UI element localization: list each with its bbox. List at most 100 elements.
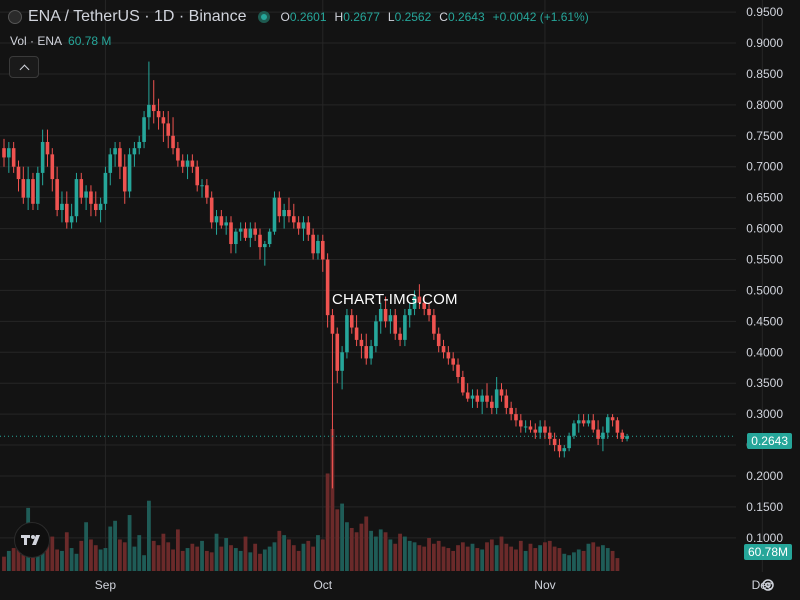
volume-bar — [21, 553, 26, 571]
volume-bar — [567, 555, 572, 571]
volume-bar — [301, 543, 306, 571]
candle — [118, 141, 122, 180]
candle — [446, 346, 451, 365]
candle — [296, 216, 301, 235]
volume-bar — [69, 548, 74, 571]
volume-bar — [175, 529, 180, 571]
volume-bar — [2, 556, 6, 571]
candle — [436, 327, 441, 353]
volume-bar — [364, 516, 369, 571]
candle — [586, 414, 591, 427]
candle — [403, 308, 407, 347]
candle — [195, 160, 199, 192]
volume-bar — [233, 548, 238, 571]
gear-icon[interactable] — [760, 577, 776, 593]
candle — [528, 420, 533, 433]
symbol-icon[interactable] — [8, 10, 22, 24]
tradingview-logo-icon[interactable] — [14, 522, 50, 558]
candle — [576, 414, 581, 433]
volume-bar — [320, 539, 325, 571]
volume-bar — [200, 540, 204, 571]
volume-bar — [311, 546, 316, 571]
candle — [161, 111, 166, 142]
volume-bar — [64, 532, 69, 571]
volume-bar — [306, 540, 311, 571]
candle — [456, 358, 460, 384]
volume-bar — [489, 539, 494, 571]
candle — [325, 253, 330, 328]
candle — [301, 216, 306, 241]
candle — [364, 333, 369, 365]
candle — [591, 414, 596, 433]
time-tick-label: Sep — [95, 578, 117, 592]
candle — [108, 148, 113, 186]
price-tick-label: 0.4500 — [746, 314, 783, 328]
candle — [248, 222, 253, 248]
candle — [2, 138, 6, 167]
candle — [340, 346, 344, 390]
price-tick-label: 0.3000 — [746, 407, 783, 421]
candle — [205, 179, 209, 204]
candle — [103, 166, 108, 211]
candle — [180, 154, 185, 173]
volume-bar — [262, 549, 267, 571]
volume-bar — [291, 545, 296, 571]
candle — [494, 377, 499, 415]
volume-bar — [151, 540, 156, 571]
candle — [625, 433, 629, 442]
candle — [519, 414, 523, 433]
candle — [40, 129, 45, 186]
symbol-title[interactable]: ENA / TetherUS · 1D · Binance — [28, 8, 247, 25]
volume-bar — [446, 548, 451, 571]
volume-bar — [118, 539, 122, 571]
volume-bar — [84, 522, 89, 571]
volume-bar — [504, 543, 509, 571]
volume-bar — [402, 536, 407, 571]
candle — [432, 308, 436, 340]
collapse-legend-button[interactable] — [9, 56, 39, 78]
price-tick-label: 0.9000 — [746, 36, 783, 50]
volume-bar — [258, 553, 262, 571]
candle — [224, 216, 228, 235]
candle — [514, 407, 518, 427]
candle — [190, 154, 195, 173]
volume-bar — [166, 542, 171, 571]
candle — [69, 203, 74, 229]
candle — [490, 395, 494, 415]
volume-bar — [349, 527, 354, 571]
candle — [238, 222, 243, 241]
volume-bar — [142, 555, 146, 571]
volume-bar — [572, 552, 576, 571]
volume-bar — [518, 540, 523, 571]
candle — [209, 191, 214, 229]
candle — [311, 228, 315, 260]
volume-bar — [60, 550, 64, 571]
volume-bar — [528, 543, 533, 571]
candle — [98, 197, 103, 223]
volume-bar — [287, 539, 291, 571]
volume-bar — [316, 535, 320, 571]
candle — [142, 111, 146, 149]
volume-bar — [229, 545, 233, 571]
time-tick-label: Nov — [534, 578, 555, 592]
candle — [36, 166, 40, 211]
candle — [253, 222, 257, 241]
price-tick-label: 0.8500 — [746, 67, 783, 81]
volume-bar — [108, 526, 113, 571]
volume-bar — [224, 538, 229, 571]
candle — [509, 401, 513, 421]
volume-bar — [615, 558, 620, 571]
candle — [45, 129, 50, 167]
volume-bar — [171, 549, 175, 571]
volume-bar — [383, 532, 388, 571]
volume-bar — [581, 550, 586, 571]
candle — [156, 98, 161, 130]
volume-bar — [605, 548, 610, 571]
candle — [412, 290, 417, 316]
volume-bar — [340, 503, 344, 571]
time-tick-label: Oct — [313, 578, 332, 592]
volume-bar — [514, 549, 518, 571]
volume-bar — [296, 550, 301, 571]
candle — [287, 197, 291, 223]
